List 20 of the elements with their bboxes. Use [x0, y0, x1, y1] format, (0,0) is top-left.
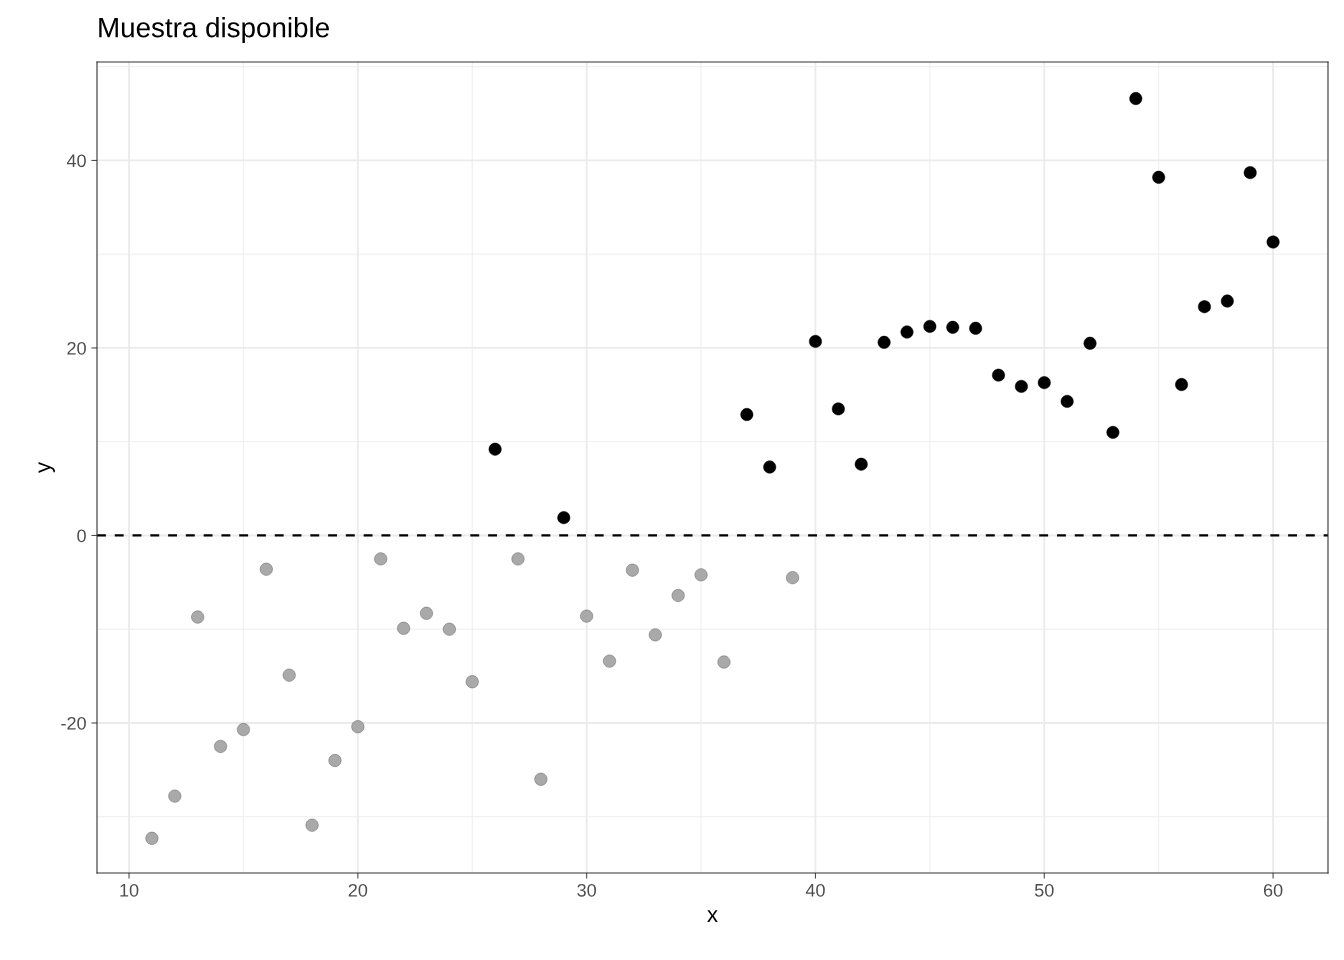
x-axis-title: x [707, 910, 718, 922]
x-tick-label: 10 [120, 883, 139, 897]
point [648, 628, 662, 642]
y-axis-title: y [38, 461, 55, 473]
point [1266, 235, 1280, 249]
point [717, 655, 731, 669]
y-tick-label: -20 [61, 716, 86, 730]
y-tick-label: 0 [77, 529, 86, 543]
y-tick-label: 40 [66, 154, 86, 168]
x-tick-label: 40 [805, 883, 825, 897]
point [1106, 425, 1120, 439]
x-tick-label: 30 [577, 883, 596, 897]
point [420, 606, 433, 620]
point [694, 568, 708, 582]
x-tick-label: 20 [348, 883, 368, 897]
chart-title: Muestra disponible [99, 17, 329, 43]
x-tick-label: 50 [1034, 883, 1054, 897]
point [854, 457, 868, 471]
y-tick-label: 20 [67, 341, 86, 355]
x-tick-label: 60 [1263, 883, 1283, 897]
